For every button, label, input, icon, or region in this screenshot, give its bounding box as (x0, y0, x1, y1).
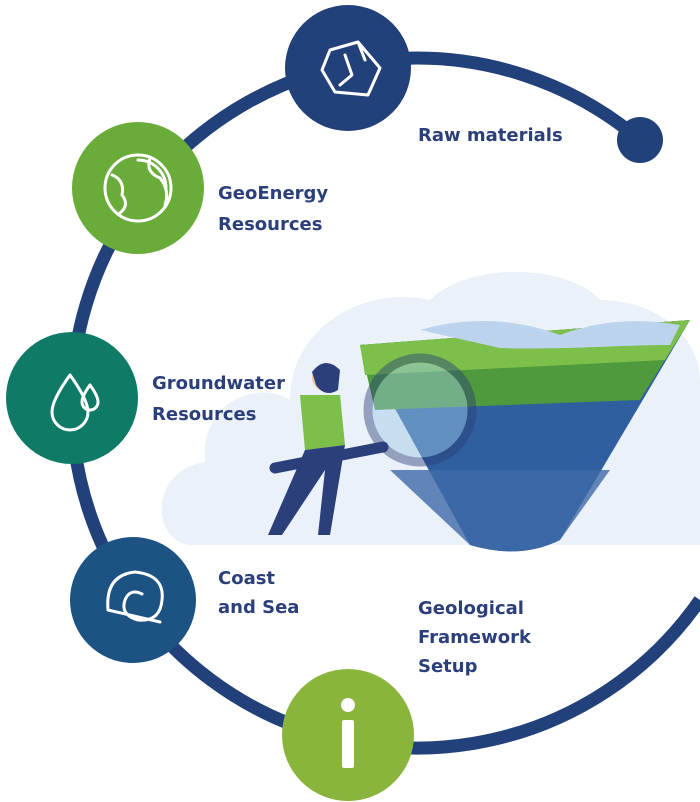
node-circle (70, 537, 196, 663)
node-label: Framework (418, 627, 532, 648)
node-label: Setup (418, 656, 478, 677)
node-label: Groundwater (152, 373, 285, 394)
node-label: Resources (152, 404, 256, 425)
node-label: Resources (218, 214, 322, 235)
ring-end-dot (617, 117, 663, 163)
diagram: Raw materials GeoEnergy Resources Ground… (0, 0, 700, 802)
icon-info (341, 698, 355, 768)
node-label: GeoEnergy (218, 183, 328, 204)
node-circle (6, 332, 138, 464)
node-label: Geological (418, 598, 524, 619)
page: {"nodes": [ {"label": ["Raw materials"]}… (0, 0, 700, 802)
node-label: and Sea (218, 597, 299, 618)
node-label: Coast (218, 568, 275, 589)
node-label: Raw materials (418, 125, 563, 146)
node-circle (72, 122, 204, 254)
